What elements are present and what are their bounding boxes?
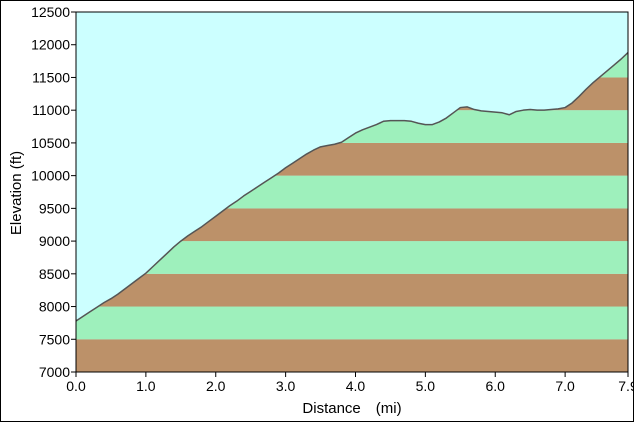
y-tick-label: 9500 (39, 200, 70, 216)
x-tick-label: 6.0 (486, 378, 506, 394)
plot-area (75, 11, 629, 373)
axis-ticks: 7000 7500 8000 8500 9000 9500 10000 10500 11000 1… (31, 4, 634, 394)
y-tick-label: 8500 (39, 266, 70, 282)
y-tick-label: 12000 (31, 37, 70, 53)
elevation-band-8000 (76, 273, 628, 307)
x-tick-label: 1.0 (136, 378, 156, 394)
plot-frame (75, 11, 629, 373)
x-tick-label: 3.0 (276, 378, 296, 394)
elevation-profile-line (75, 52, 629, 322)
elevation-band-7500 (76, 306, 628, 340)
y-tick-label: 7000 (39, 364, 70, 380)
x-tick-label: 2.0 (206, 378, 226, 394)
x-axis-title: Distance (mi) (302, 400, 401, 417)
y-tick-label: 10500 (31, 135, 70, 151)
y-tick-label: 7500 (39, 331, 70, 347)
x-tick-label: 4.0 (346, 378, 366, 394)
y-tick-label: 8000 (39, 299, 70, 315)
y-tick-label: 11000 (32, 102, 70, 118)
y-tick-label: 12500 (31, 4, 70, 20)
y-tick-label: 10000 (31, 168, 70, 184)
x-tick-label: 5.0 (416, 378, 436, 394)
y-tick-label: 9000 (39, 233, 70, 249)
x-tick-label: 0.0 (66, 378, 86, 394)
y-axis-title: Elevation (ft) (8, 151, 25, 235)
x-tick-label: 7.0 (555, 378, 575, 394)
elevation-band-7000 (76, 339, 628, 372)
y-tick-label: 11500 (32, 69, 70, 85)
x-tick-label: 7.9 (618, 378, 634, 394)
